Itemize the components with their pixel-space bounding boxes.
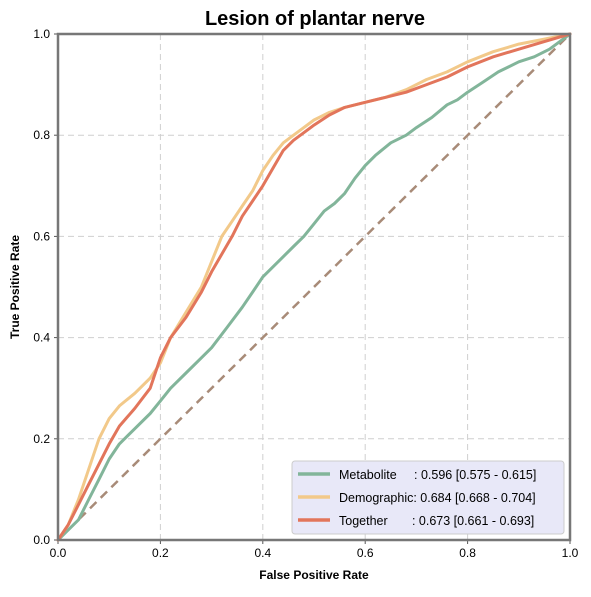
legend-items: Metabolite : 0.596 [0.575 - 0.615] Demogr…	[298, 468, 536, 528]
y-tick-label: 0.4	[33, 331, 50, 345]
legend-label-demographic: Demographic: 0.684 [0.668 - 0.704]	[339, 491, 536, 505]
x-tick-label: 0.6	[357, 546, 374, 560]
y-tick-label: 0.6	[33, 229, 50, 243]
y-tick-label: 1.0	[33, 27, 50, 41]
x-tick-label: 0.0	[50, 546, 67, 560]
legend-box	[291, 460, 565, 535]
series-line-metabolite	[56, 32, 572, 542]
x-tick-label: 1.0	[562, 546, 579, 560]
y-axis-label: True Positive Rate	[8, 235, 22, 339]
series-layer	[56, 32, 572, 542]
series-line-demographic	[56, 32, 572, 542]
tick-layer: 0.0 0.2 0.4 0.6 0.8 1.0 0.0 0.2 0.4 0.6 0.8 1.0	[33, 27, 578, 560]
legend-label-metabolite: Metabolite : 0.596 [0.575 - 0.615]	[339, 468, 536, 482]
legend: Metabolite : 0.596 [0.575 - 0.615] Demogr…	[291, 460, 565, 535]
x-tick-label: 0.4	[254, 546, 271, 560]
x-tick-label: 0.8	[459, 546, 476, 560]
legend-label-together: Together : 0.673 [0.661 - 0.693]	[339, 514, 534, 528]
y-tick-label: 0.0	[33, 533, 50, 547]
y-tick-label: 0.2	[33, 432, 50, 446]
chart-title: Lesion of plantar nerve	[205, 8, 425, 30]
plot-frame	[56, 32, 572, 542]
series-line-together	[56, 32, 572, 542]
grid-layer	[58, 34, 570, 540]
y-tick-label: 0.8	[33, 128, 50, 142]
x-axis-label: False Positive Rate	[259, 568, 369, 582]
x-tick-label: 0.2	[152, 546, 169, 560]
